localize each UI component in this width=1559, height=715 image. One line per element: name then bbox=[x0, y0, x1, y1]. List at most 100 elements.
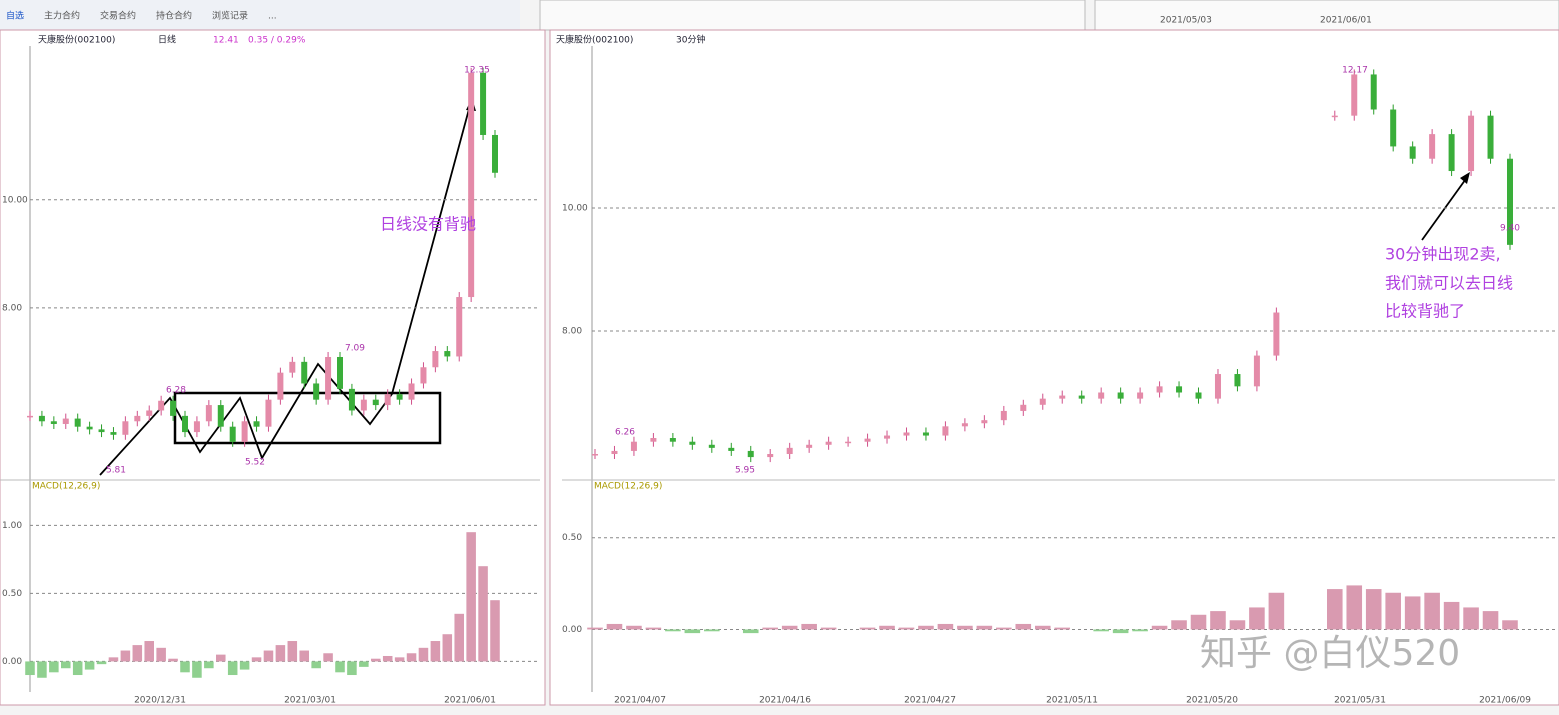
candle bbox=[1409, 146, 1416, 159]
macd-bar bbox=[490, 600, 500, 662]
tab[interactable]: 主力合约 bbox=[44, 10, 80, 22]
candle bbox=[669, 438, 676, 442]
candle bbox=[611, 450, 618, 455]
annotation: 比较背驰了 bbox=[1385, 302, 1465, 321]
y-tick-label: 8.00 bbox=[562, 326, 582, 336]
tab[interactable]: 自选 bbox=[6, 10, 24, 22]
y-tick-label: 8.00 bbox=[2, 303, 22, 313]
macd-bar bbox=[144, 641, 154, 662]
tab[interactable]: 持仓合约 bbox=[156, 10, 192, 22]
tab[interactable]: ... bbox=[268, 12, 277, 22]
candle bbox=[786, 447, 793, 455]
candle bbox=[1098, 392, 1105, 399]
macd-bar bbox=[742, 629, 759, 634]
macd-bar bbox=[1463, 607, 1479, 630]
price-label: 6.28 bbox=[166, 386, 186, 396]
macd-bar bbox=[227, 661, 238, 676]
macd-bar bbox=[1132, 629, 1148, 632]
macd-bar bbox=[49, 661, 59, 673]
candle bbox=[432, 351, 439, 368]
y-tick-label: 10.00 bbox=[2, 195, 28, 205]
macd-bar bbox=[204, 661, 214, 669]
candle bbox=[348, 388, 355, 411]
tab-bar bbox=[0, 0, 520, 30]
candle bbox=[62, 418, 69, 424]
candle bbox=[767, 454, 774, 458]
candle bbox=[420, 367, 427, 384]
candle bbox=[217, 405, 224, 427]
candle bbox=[74, 418, 81, 427]
candle bbox=[650, 438, 657, 442]
macd-bar bbox=[879, 625, 895, 630]
macd-bar bbox=[96, 661, 107, 665]
macd-bar bbox=[645, 627, 662, 630]
candle bbox=[922, 432, 929, 436]
macd-bar bbox=[180, 661, 190, 673]
candle bbox=[1507, 158, 1513, 245]
price-label: 5.52 bbox=[245, 458, 265, 468]
tab[interactable]: 浏览记录 bbox=[212, 10, 248, 22]
macd-bar bbox=[1151, 625, 1168, 630]
macd-bar bbox=[859, 627, 876, 630]
y-tick-label: 0.50 bbox=[562, 533, 582, 543]
price-label: 5.81 bbox=[106, 466, 126, 476]
candle bbox=[38, 415, 45, 422]
macd-bar bbox=[1268, 592, 1285, 630]
candle bbox=[27, 415, 33, 418]
candle bbox=[1176, 386, 1183, 393]
candle bbox=[265, 399, 272, 427]
macd-label: MACD(12,26,9) bbox=[594, 482, 662, 492]
macd-bar bbox=[478, 566, 488, 662]
annotation: 我们就可以去日线 bbox=[1385, 274, 1513, 293]
candle bbox=[337, 356, 343, 389]
macd-bar bbox=[1249, 607, 1265, 630]
candle bbox=[864, 438, 871, 442]
macd-bar bbox=[996, 627, 1012, 630]
macd-bar bbox=[418, 647, 429, 662]
price-label: 12.35 bbox=[464, 66, 490, 76]
candle bbox=[903, 432, 910, 436]
candle bbox=[98, 429, 105, 433]
candle bbox=[845, 441, 852, 444]
candle bbox=[134, 415, 141, 422]
tab[interactable]: 交易合约 bbox=[100, 10, 136, 22]
candle bbox=[229, 426, 236, 442]
macd-bar bbox=[132, 645, 143, 662]
range-box bbox=[173, 391, 442, 445]
x-tick-label: 2021/04/16 bbox=[759, 696, 811, 706]
macd-bar bbox=[37, 661, 47, 678]
macd-bar bbox=[704, 629, 720, 632]
macd-bar bbox=[382, 655, 393, 662]
candle bbox=[122, 421, 129, 435]
candle bbox=[1390, 109, 1397, 147]
price-label: 5.95 bbox=[735, 466, 755, 476]
candle bbox=[468, 72, 475, 298]
candle bbox=[1156, 386, 1163, 393]
top-date: 2021/05/03 bbox=[1160, 16, 1212, 26]
macd-bar bbox=[84, 661, 95, 670]
macd-bar bbox=[323, 653, 333, 662]
candle bbox=[456, 297, 463, 357]
macd-bar bbox=[168, 658, 178, 662]
x-tick-label: 2020/12/31 bbox=[134, 696, 186, 706]
candle bbox=[592, 454, 598, 456]
macd-bar bbox=[1327, 589, 1343, 630]
macd-bar bbox=[335, 661, 345, 673]
candle bbox=[1137, 392, 1144, 399]
candle bbox=[480, 72, 487, 135]
macd-bar bbox=[371, 658, 381, 662]
candle bbox=[1234, 374, 1241, 387]
macd-bar bbox=[394, 657, 405, 662]
candle bbox=[313, 383, 320, 400]
instrument-title: 天康股份(002100) bbox=[38, 34, 115, 46]
macd-bar bbox=[1365, 589, 1382, 630]
candle bbox=[884, 435, 891, 439]
candle bbox=[689, 441, 696, 445]
macd-bar bbox=[1443, 601, 1460, 630]
candle bbox=[384, 394, 391, 406]
x-tick-label: 2021/06/01 bbox=[444, 696, 496, 706]
candle bbox=[1468, 115, 1475, 172]
macd-bar bbox=[1346, 585, 1363, 630]
candle bbox=[193, 421, 200, 433]
annotation: 日线没有背驰 bbox=[380, 215, 476, 234]
